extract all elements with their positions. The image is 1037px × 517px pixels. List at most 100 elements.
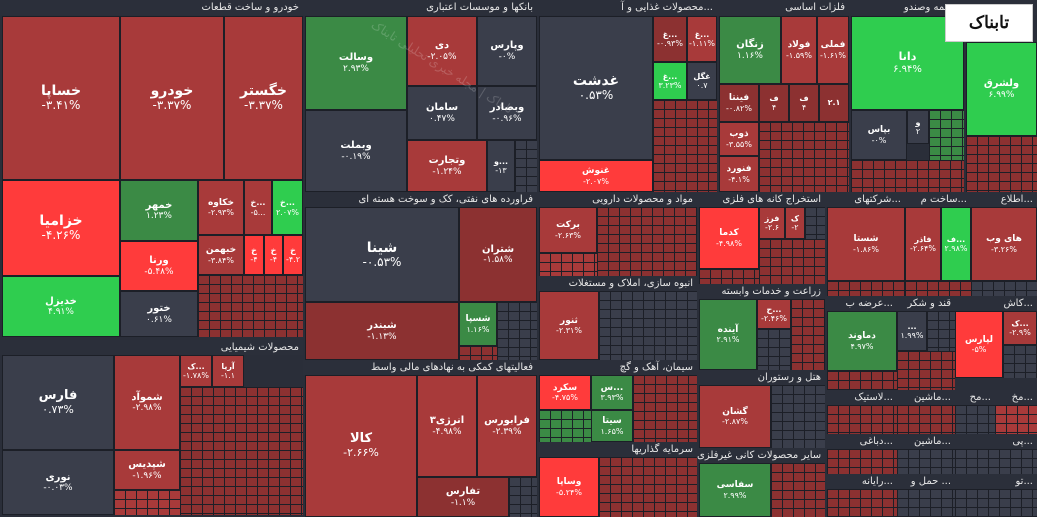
tile-ka[interactable]: ک -۲ [785, 207, 805, 239]
tile-sita[interactable]: سیتا ۱.۶۵% [591, 410, 633, 442]
small-tiles-grid [966, 136, 1037, 192]
tile-khzamia[interactable]: خزامیا -۴.۲۶% [2, 180, 120, 276]
tile-femli[interactable]: فملی -۱.۶۱% [817, 16, 849, 84]
tile-vlsharg[interactable]: ولشرق ۶.۹۹% [966, 42, 1037, 136]
tile-kh-e[interactable]: خ -۴.۲ [283, 235, 303, 275]
tile-arya[interactable]: آریا -۱.۱ [212, 355, 244, 387]
tile-ghadasht[interactable]: غدشت ۰.۵۳% [539, 16, 653, 160]
tile-gh-a[interactable]: غ... -۰.۹۳% [653, 16, 687, 62]
tile-haywb[interactable]: های وب -۳.۲۶% [971, 207, 1037, 281]
small-tiles-grid [771, 385, 825, 448]
sector-header: سیمان، آهک و گچ [537, 360, 697, 375]
tile-shtran[interactable]: شتران -۱.۵۸% [459, 207, 537, 302]
tile-khodro[interactable]: خودرو -۳.۳۷% [120, 16, 224, 180]
tile-kala[interactable]: کالا -۲.۶۶% [305, 375, 417, 517]
tile-vpars[interactable]: وپارس -۰% [477, 16, 537, 86]
tile-fazar[interactable]: فاذر -۲.۶۴% [905, 207, 941, 281]
tile-fnovard[interactable]: فنورد -۴.۱% [719, 156, 759, 192]
tile-damavand[interactable]: دماوند ۴.۹۷% [827, 311, 897, 371]
tile-vtejarat[interactable]: وتجارت -۱.۲۴% [407, 140, 487, 192]
tile-fintta[interactable]: فینتا -۰.۸۲% [719, 84, 759, 122]
tile-ghonosh[interactable]: غنوش -۲.۰۷% [539, 160, 653, 192]
tile-safasi[interactable]: سفاسی ۲.۹۹% [699, 463, 771, 517]
small-tiles-grid [198, 275, 303, 337]
sector-header: حمل و ... [897, 474, 955, 489]
tile-vsapa[interactable]: وساپا -۵.۲۴% [539, 457, 599, 517]
tile-zob[interactable]: ذوب -۳.۵۵% [719, 122, 759, 156]
small-tiles-grid [180, 387, 303, 515]
tile-khgostar[interactable]: خگستر -۳.۳۷% [224, 16, 303, 180]
tile-shasta[interactable]: شستا -۱.۸۶% [827, 207, 905, 281]
tile-khmehr[interactable]: خمهر ۱.۲۳% [120, 180, 198, 241]
sector-supply: عرضه ب... دماوند ۴.۹۷% [825, 296, 897, 390]
tile-ghegol[interactable]: غگل ۰.۷ [687, 62, 717, 100]
sector-header: ماشین... [897, 434, 955, 449]
tile-fars[interactable]: فارس ۰.۷۳% [2, 355, 114, 450]
sector-chem2: پی... [955, 434, 1037, 474]
tile-barkat[interactable]: برکت -۲.۶۳% [539, 207, 597, 253]
tile-doshe[interactable]: ح... -۲.۴۶% [757, 299, 791, 329]
tile-khdizel[interactable]: خدیزل ۴.۹۱% [2, 276, 120, 337]
small-tiles-grid [897, 449, 955, 474]
small-tiles-grid [757, 329, 791, 370]
tile-saman[interactable]: سامان ۰.۴۷% [407, 86, 477, 140]
tile-ka-b[interactable]: ک... -۱.۷۸% [180, 355, 212, 387]
tile-geshan[interactable]: گشان -۲.۸۷% [699, 385, 771, 448]
sector-header: اطلاع... [971, 192, 1037, 207]
tile-shbandar[interactable]: شبندر -۱.۱۳% [305, 302, 459, 360]
tile-ghand-a[interactable]: ... ۱.۹۹% [897, 311, 927, 351]
tile-kh-c[interactable]: خ -۴ [244, 235, 264, 275]
tile-bpas[interactable]: بپاس -۰% [851, 110, 907, 160]
tile-sanor[interactable]: ثنور -۲.۳۱% [539, 291, 599, 360]
sector-investment: سرمایه گذاریها وساپا -۵.۲۴% [537, 442, 697, 517]
tile-f-c[interactable]: ۲.۱ [819, 84, 849, 122]
tile-sekord[interactable]: سکرد -۴.۷۵% [539, 375, 591, 410]
tile-gh-c[interactable]: غ... ۳.۲۳% [653, 62, 687, 100]
tile-khsapa[interactable]: خساپا -۳.۴۱% [2, 16, 120, 180]
tile-kh-d[interactable]: خ -۴ [264, 235, 283, 275]
tile-zangan[interactable]: زنگان ۱.۱۶% [719, 16, 781, 84]
tile-verna[interactable]: ورنا -۵.۴۸% [120, 241, 198, 291]
tile-farz[interactable]: فرز -۲.۶ [759, 207, 785, 239]
tile-foolad[interactable]: فولاد -۱.۵۹% [781, 16, 817, 84]
sector-auto: خودرو و ساخت قطعات خساپا -۳.۴۱% خودرو -۳.۳… [0, 0, 303, 340]
tile-gh-b[interactable]: غ... -۱.۱۱% [687, 16, 717, 62]
small-tiles-grid [927, 311, 955, 351]
tile-shsepa[interactable]: شسپا ۱.۱۶% [459, 302, 497, 346]
sector-sugar: قند و شکر ... ۱.۹۹% [897, 296, 955, 390]
sector-misc2: مخ... [995, 390, 1037, 434]
tile-tafars[interactable]: تفارس -۱.۱% [417, 477, 509, 517]
tile-fa[interactable]: ف... ۲.۹۸% [941, 207, 971, 281]
tile-shina[interactable]: شینا -۰.۵۳% [305, 207, 459, 302]
sector-header: ساخت م... [905, 192, 971, 207]
tile-kh-a[interactable]: خ... -۵... [244, 180, 272, 235]
tile-s-a[interactable]: س... ۳.۹۳% [591, 375, 633, 410]
tile-di[interactable]: دی -۲.۰۵% [407, 16, 477, 86]
tile-lapars[interactable]: لپارس -۵% [955, 311, 1003, 378]
tile-shpedis[interactable]: شپدیس -۱.۹۶% [114, 450, 180, 490]
tile-kh-b[interactable]: خ... ۲.۰۷% [272, 180, 303, 235]
sector-it: اطلاع... های وب -۳.۲۶% [971, 192, 1037, 296]
tile-kadma[interactable]: کدما -۴.۹۸% [699, 207, 759, 269]
tile-vsalat[interactable]: وسالت ۲.۹۳% [305, 16, 407, 110]
tile-ayandeh[interactable]: آینده ۲.۹۱% [699, 299, 757, 370]
tile-ka-c[interactable]: ک... -۲.۹% [1003, 311, 1037, 345]
tile-khtor[interactable]: ختور ۰.۶۱% [120, 291, 198, 337]
tile-energy3[interactable]: انرژی۳ -۴.۹۸% [417, 375, 477, 477]
small-tiles-grid [805, 207, 825, 239]
tile-vbesadr[interactable]: وبصادر -۰.۹۶% [477, 86, 537, 140]
tile-vo[interactable]: و... -۱۳ [487, 140, 515, 192]
tile-kheyman[interactable]: خبهمن -۳.۸۴% [198, 235, 244, 275]
tile-shamvad[interactable]: شموآد -۲.۹۸% [114, 355, 180, 450]
tile-farabourse[interactable]: فرابورس -۲.۳۹% [477, 375, 537, 477]
small-tiles-grid [995, 405, 1037, 434]
tile-nori[interactable]: نوری -۰.۰۳% [2, 450, 114, 515]
tile-khkave[interactable]: خکاوه -۲.۹۳% [198, 180, 244, 235]
sector-hotel: هتل و رستوران گشان -۲.۸۷% [697, 370, 825, 448]
tile-vbmelat[interactable]: وبملت -۰.۱۹% [305, 110, 407, 192]
small-tiles-grid [827, 449, 897, 474]
